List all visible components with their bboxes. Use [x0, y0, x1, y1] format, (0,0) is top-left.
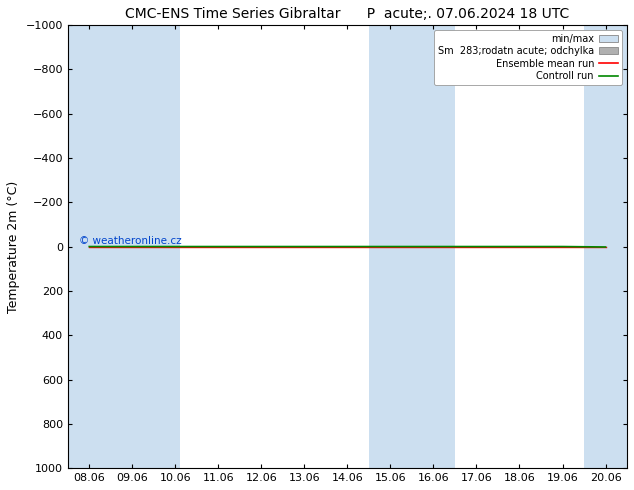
Bar [154, 25, 179, 468]
Bar [68, 25, 111, 468]
Legend: min/max, Sm  283;rodatn acute; odchylka, Ensemble mean run, Controll run: min/max, Sm 283;rodatn acute; odchylka, … [434, 30, 622, 85]
Title: CMC-ENS Time Series Gibraltar      P  acute;. 07.06.2024 18 UTC: CMC-ENS Time Series Gibraltar P acute;. … [126, 7, 569, 21]
Bar [584, 25, 627, 468]
Bar [412, 25, 455, 468]
Text: © weatheronline.cz: © weatheronline.cz [79, 236, 181, 246]
Bar [111, 25, 154, 468]
Y-axis label: Temperature 2m (°C): Temperature 2m (°C) [7, 180, 20, 313]
Bar [369, 25, 412, 468]
